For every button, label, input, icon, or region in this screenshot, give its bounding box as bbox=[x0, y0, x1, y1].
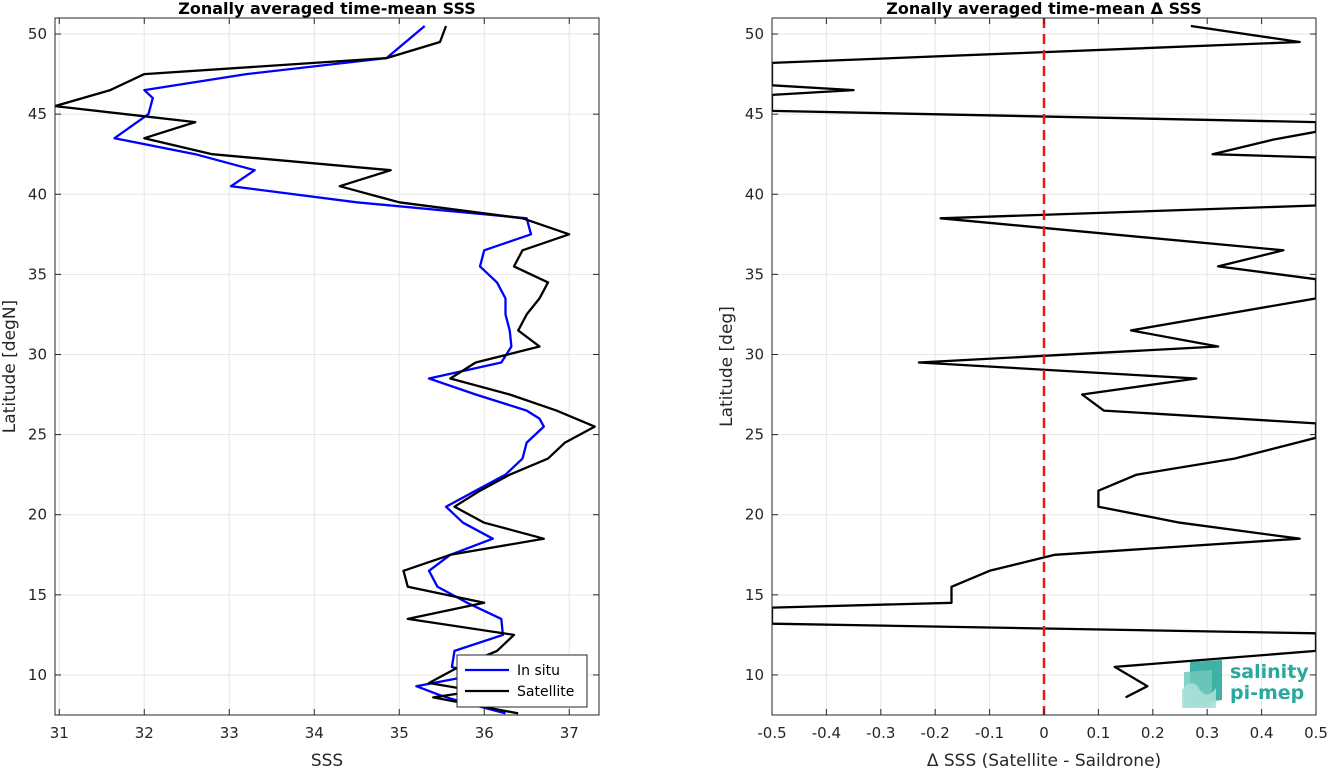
y-tick-label: 35 bbox=[745, 265, 764, 283]
y-tick-label: 35 bbox=[28, 265, 47, 283]
x-tick-label: -0.1 bbox=[975, 724, 1004, 742]
x-tick-label: 0.4 bbox=[1250, 724, 1274, 742]
series-line-in-situ bbox=[113, 25, 545, 715]
x-tick-label: -0.3 bbox=[866, 724, 895, 742]
left-ticks: 31 32 33 34 35 36 37 10 15 20 25 30 35 40 45 50 bbox=[28, 18, 599, 742]
salinity-pi-mep-logo: salinity pi-mep bbox=[1182, 660, 1309, 708]
x-tick-label: -0.4 bbox=[812, 724, 841, 742]
left-x-axis-label: SSS bbox=[311, 751, 343, 769]
y-tick-label: 30 bbox=[28, 345, 47, 363]
right-y-axis-label: Latitude [deg] bbox=[717, 306, 737, 427]
x-tick-label: 0.2 bbox=[1141, 724, 1165, 742]
x-tick-label: 0 bbox=[1039, 724, 1049, 742]
x-tick-label: 37 bbox=[560, 724, 579, 742]
y-tick-label: 15 bbox=[745, 586, 764, 604]
right-series-layer bbox=[772, 24, 1316, 699]
logo-text-salinity: salinity bbox=[1230, 661, 1309, 683]
x-tick-label: 34 bbox=[305, 724, 324, 742]
y-tick-label: 30 bbox=[745, 345, 764, 363]
x-tick-label: 35 bbox=[390, 724, 409, 742]
x-tick-label: 0.1 bbox=[1086, 724, 1110, 742]
series-line-satellite bbox=[55, 25, 596, 715]
left-plot-frame bbox=[54, 17, 600, 716]
right-chart-title: Zonally averaged time-mean Δ SSS bbox=[886, 0, 1202, 18]
x-tick-label: 32 bbox=[135, 724, 154, 742]
x-tick-label: 0.5 bbox=[1304, 724, 1328, 742]
left-panel: 31 32 33 34 35 36 37 10 15 20 25 30 35 40 45 50 Zonally… bbox=[0, 0, 600, 769]
x-tick-label: 0.3 bbox=[1195, 724, 1219, 742]
legend-label-in-situ: In situ bbox=[517, 663, 560, 679]
legend: In situ Satellite bbox=[456, 654, 588, 708]
y-tick-label: 45 bbox=[745, 105, 764, 123]
y-tick-label: 10 bbox=[28, 666, 47, 684]
x-tick-label: -0.2 bbox=[921, 724, 950, 742]
x-tick-label: -0.5 bbox=[757, 724, 786, 742]
y-tick-label: 40 bbox=[28, 185, 47, 203]
legend-label-satellite: Satellite bbox=[517, 684, 574, 700]
series-line-delta-0 bbox=[772, 24, 1316, 699]
left-series-layer bbox=[55, 25, 596, 715]
left-y-axis-label: Latitude [degN] bbox=[0, 300, 20, 433]
x-tick-label: 31 bbox=[50, 724, 69, 742]
y-tick-label: 45 bbox=[28, 105, 47, 123]
y-tick-label: 25 bbox=[28, 426, 47, 444]
y-tick-label: 20 bbox=[28, 506, 47, 524]
y-tick-label: 50 bbox=[28, 25, 47, 43]
right-ticks: -0.5 -0.4 -0.3 -0.2 -0.1 0 0.1 0.2 0.3 0.4 0.5 10 15… bbox=[745, 18, 1328, 742]
left-chart-title: Zonally averaged time-mean SSS bbox=[178, 0, 476, 18]
y-tick-label: 50 bbox=[745, 25, 764, 43]
legend-box bbox=[456, 654, 588, 708]
right-panel: -0.5 -0.4 -0.3 -0.2 -0.1 0 0.1 0.2 0.3 0.4 0.5 10 15… bbox=[717, 0, 1328, 769]
x-tick-label: 33 bbox=[220, 724, 239, 742]
y-tick-label: 10 bbox=[745, 666, 764, 684]
x-tick-label: 36 bbox=[475, 724, 494, 742]
y-tick-label: 15 bbox=[28, 586, 47, 604]
y-tick-label: 40 bbox=[745, 185, 764, 203]
right-x-axis-label: Δ SSS (Satellite - Saildrone) bbox=[927, 751, 1161, 769]
y-tick-label: 25 bbox=[745, 426, 764, 444]
y-tick-label: 20 bbox=[745, 506, 764, 524]
logo-text-pi-mep: pi-mep bbox=[1230, 682, 1304, 704]
